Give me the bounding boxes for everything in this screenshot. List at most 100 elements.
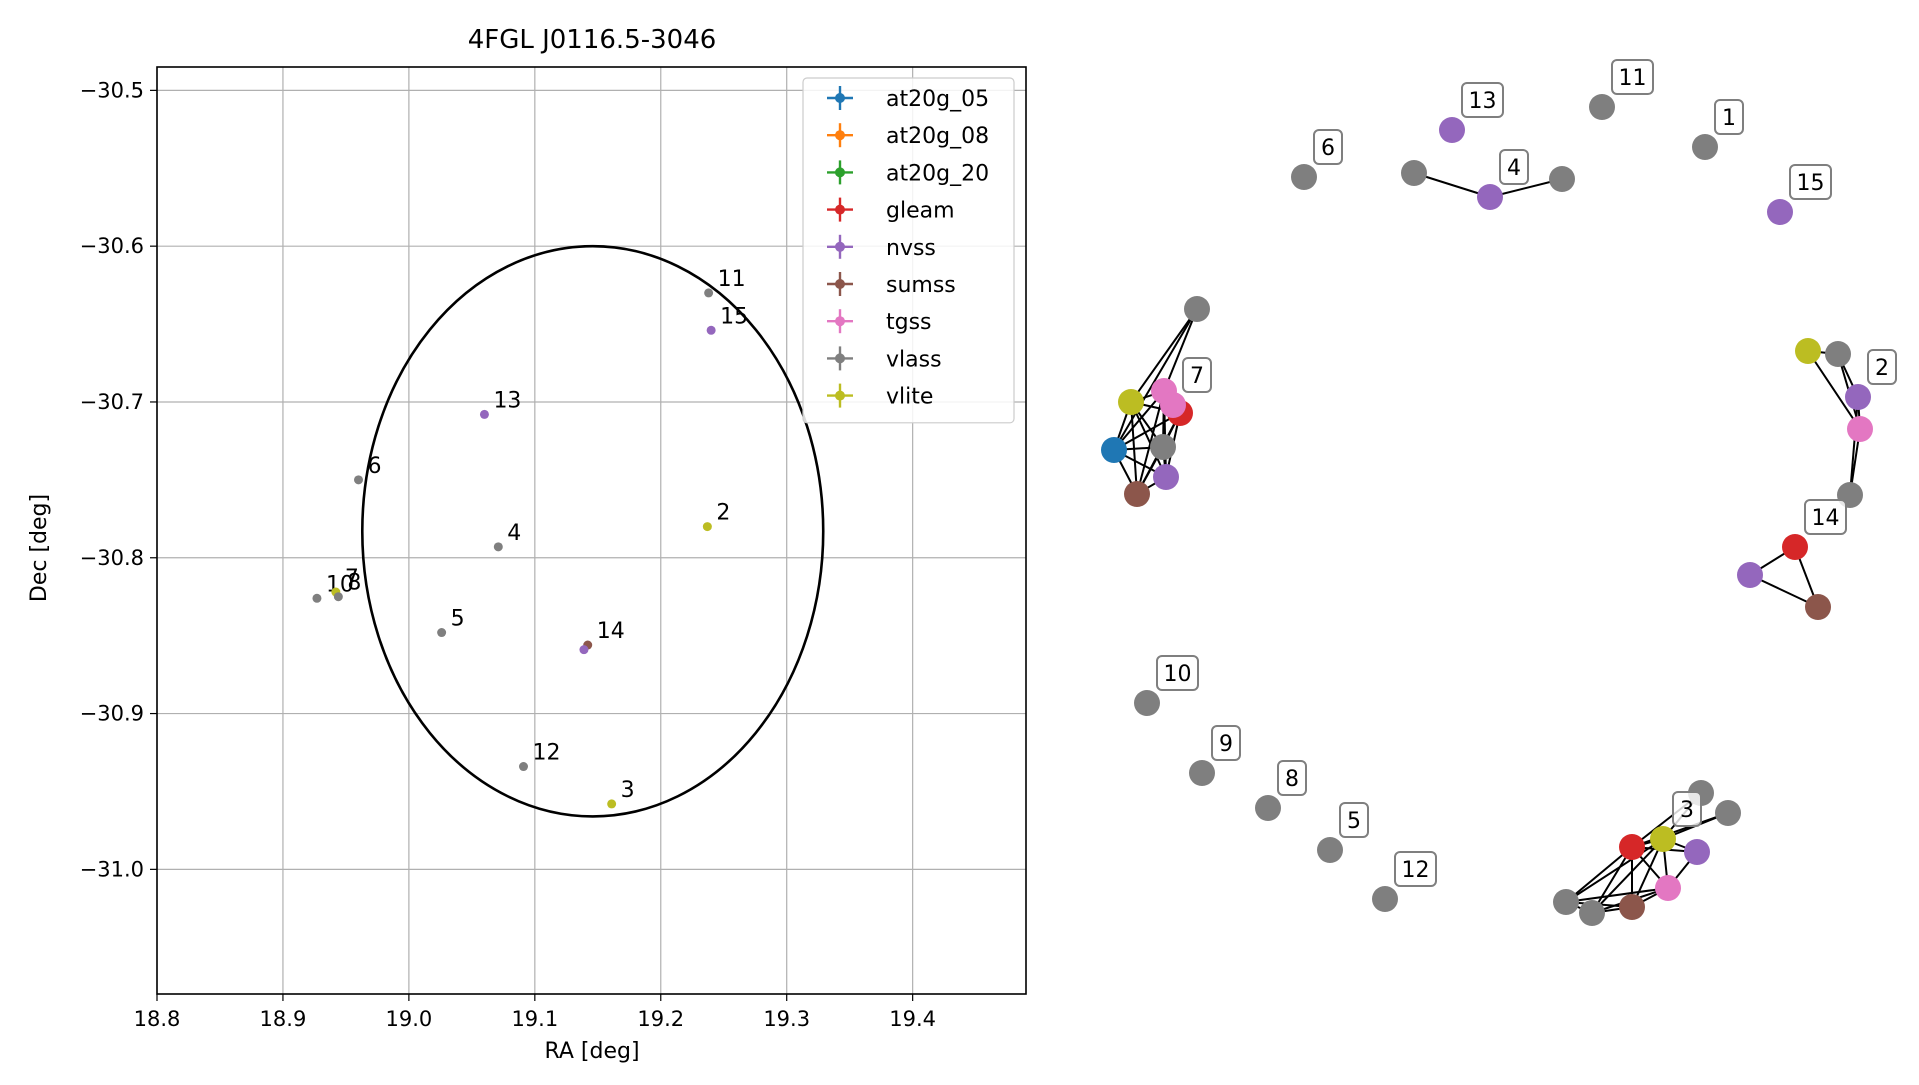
x-tick-label: 19.4 xyxy=(889,1007,936,1031)
legend-marker-dot xyxy=(835,204,845,215)
graph-node-label: 1 xyxy=(1722,106,1736,131)
graph-node-label: 10 xyxy=(1164,662,1192,687)
graph-edge xyxy=(1849,396,1859,496)
legend-marker-dot xyxy=(835,353,845,364)
graph-node-label: 7 xyxy=(1190,364,1204,389)
graph-node-label-box xyxy=(1339,802,1369,838)
error-circle xyxy=(360,244,825,818)
legend-marker-dot xyxy=(835,130,845,141)
legend-entry: at20g_20 xyxy=(886,161,989,186)
source-point xyxy=(579,645,589,655)
graph-node xyxy=(1160,392,1186,418)
y-tick-label: −30.7 xyxy=(80,390,144,414)
source-label: 3 xyxy=(621,778,635,803)
legend-entry: vlite xyxy=(886,385,933,410)
x-tick-label: 19.1 xyxy=(511,1007,558,1031)
graph-node xyxy=(1153,464,1179,490)
source-label: 4 xyxy=(507,521,521,546)
graph-node-label-box xyxy=(1156,655,1199,691)
graph-node xyxy=(1619,834,1645,860)
graph-node xyxy=(1650,826,1676,852)
graph-node-label: 9 xyxy=(1219,732,1233,757)
x-tick-label: 18.8 xyxy=(134,1007,181,1031)
graph-node xyxy=(1401,160,1427,186)
x-axis-label: RA [deg] xyxy=(544,1039,639,1064)
source-point xyxy=(479,409,489,419)
source-label: 2 xyxy=(716,501,730,526)
graph-node xyxy=(1589,94,1615,120)
graph-node-label: 8 xyxy=(1285,767,1299,792)
graph-node xyxy=(1767,199,1793,225)
graph-edge xyxy=(1130,308,1198,403)
graph-node-label-box xyxy=(1804,499,1847,535)
graph-node-label-box xyxy=(1182,357,1212,393)
graph-node xyxy=(1692,134,1718,160)
legend-entry: nvss xyxy=(886,236,936,261)
graph-node xyxy=(1255,795,1281,821)
graph-node xyxy=(1549,166,1575,192)
y-tick-label: −30.9 xyxy=(80,702,144,726)
graph-node xyxy=(1553,889,1579,915)
graph-node-label-box xyxy=(1211,725,1241,761)
graph-node-label-box xyxy=(1313,129,1343,165)
graph-node-label-box xyxy=(1672,791,1702,827)
graph-node-label-box xyxy=(1611,59,1654,95)
y-tick-label: −31.0 xyxy=(80,857,144,881)
x-tick-label: 19.3 xyxy=(763,1007,810,1031)
source-point xyxy=(312,593,322,603)
ticks-layer: 18.8 18.9 19.0 19.1 19.2 19.3 19.4 −30.5 −30.6 −3… xyxy=(80,78,936,1031)
graph-edge xyxy=(1163,308,1198,392)
source-label: 8 xyxy=(347,571,361,596)
legend-marker-dot xyxy=(835,241,845,252)
legend-marker-dot xyxy=(835,390,845,401)
graph-node xyxy=(1684,839,1710,865)
graph-node xyxy=(1579,900,1605,926)
graph-edge xyxy=(1591,838,1664,914)
legend-entry: vlass xyxy=(886,347,942,372)
legend-entry: at20g_05 xyxy=(886,87,989,112)
source-label: 6 xyxy=(368,454,382,479)
graph-node-label-box xyxy=(1714,99,1744,135)
source-point xyxy=(706,325,716,335)
legend-marker-dot xyxy=(835,93,845,103)
legend-entry: tgss xyxy=(886,310,932,335)
graph-nodes xyxy=(1101,94,1873,926)
legend-entry: gleam xyxy=(886,199,955,224)
graph-node xyxy=(1101,437,1127,463)
source-point xyxy=(493,542,503,552)
x-tick-label: 19.0 xyxy=(386,1007,433,1031)
graph-node xyxy=(1805,594,1831,620)
source-point xyxy=(702,522,712,532)
graph-node xyxy=(1189,760,1215,786)
source-point xyxy=(437,628,447,638)
graph-edge xyxy=(1130,401,1167,478)
graph-node xyxy=(1655,875,1681,901)
graph-edge xyxy=(1565,838,1664,903)
source-label: 11 xyxy=(718,267,746,292)
graph-edge xyxy=(1631,812,1729,848)
graph-node xyxy=(1372,886,1398,912)
graph-edge xyxy=(1807,350,1861,430)
source-label: 7 xyxy=(345,566,359,591)
graph-edge xyxy=(1565,887,1669,903)
graph-node xyxy=(1795,338,1821,364)
graph-edge xyxy=(1413,172,1491,198)
graph-node-label: 5 xyxy=(1347,809,1361,834)
y-axis-label: Dec [deg] xyxy=(27,494,52,602)
source-label: 14 xyxy=(597,619,625,644)
graph-node xyxy=(1477,184,1503,210)
source-label: 13 xyxy=(493,388,521,413)
graph-node-label: 13 xyxy=(1469,89,1497,114)
graph-node xyxy=(1847,416,1873,442)
legend-box xyxy=(802,77,1015,424)
graph-node xyxy=(1825,341,1851,367)
graph-node-label-box xyxy=(1789,164,1832,200)
source-point xyxy=(518,762,528,772)
graph-edge xyxy=(1113,308,1198,451)
graph-node xyxy=(1317,837,1343,863)
graph-node-label-box xyxy=(1499,149,1529,185)
